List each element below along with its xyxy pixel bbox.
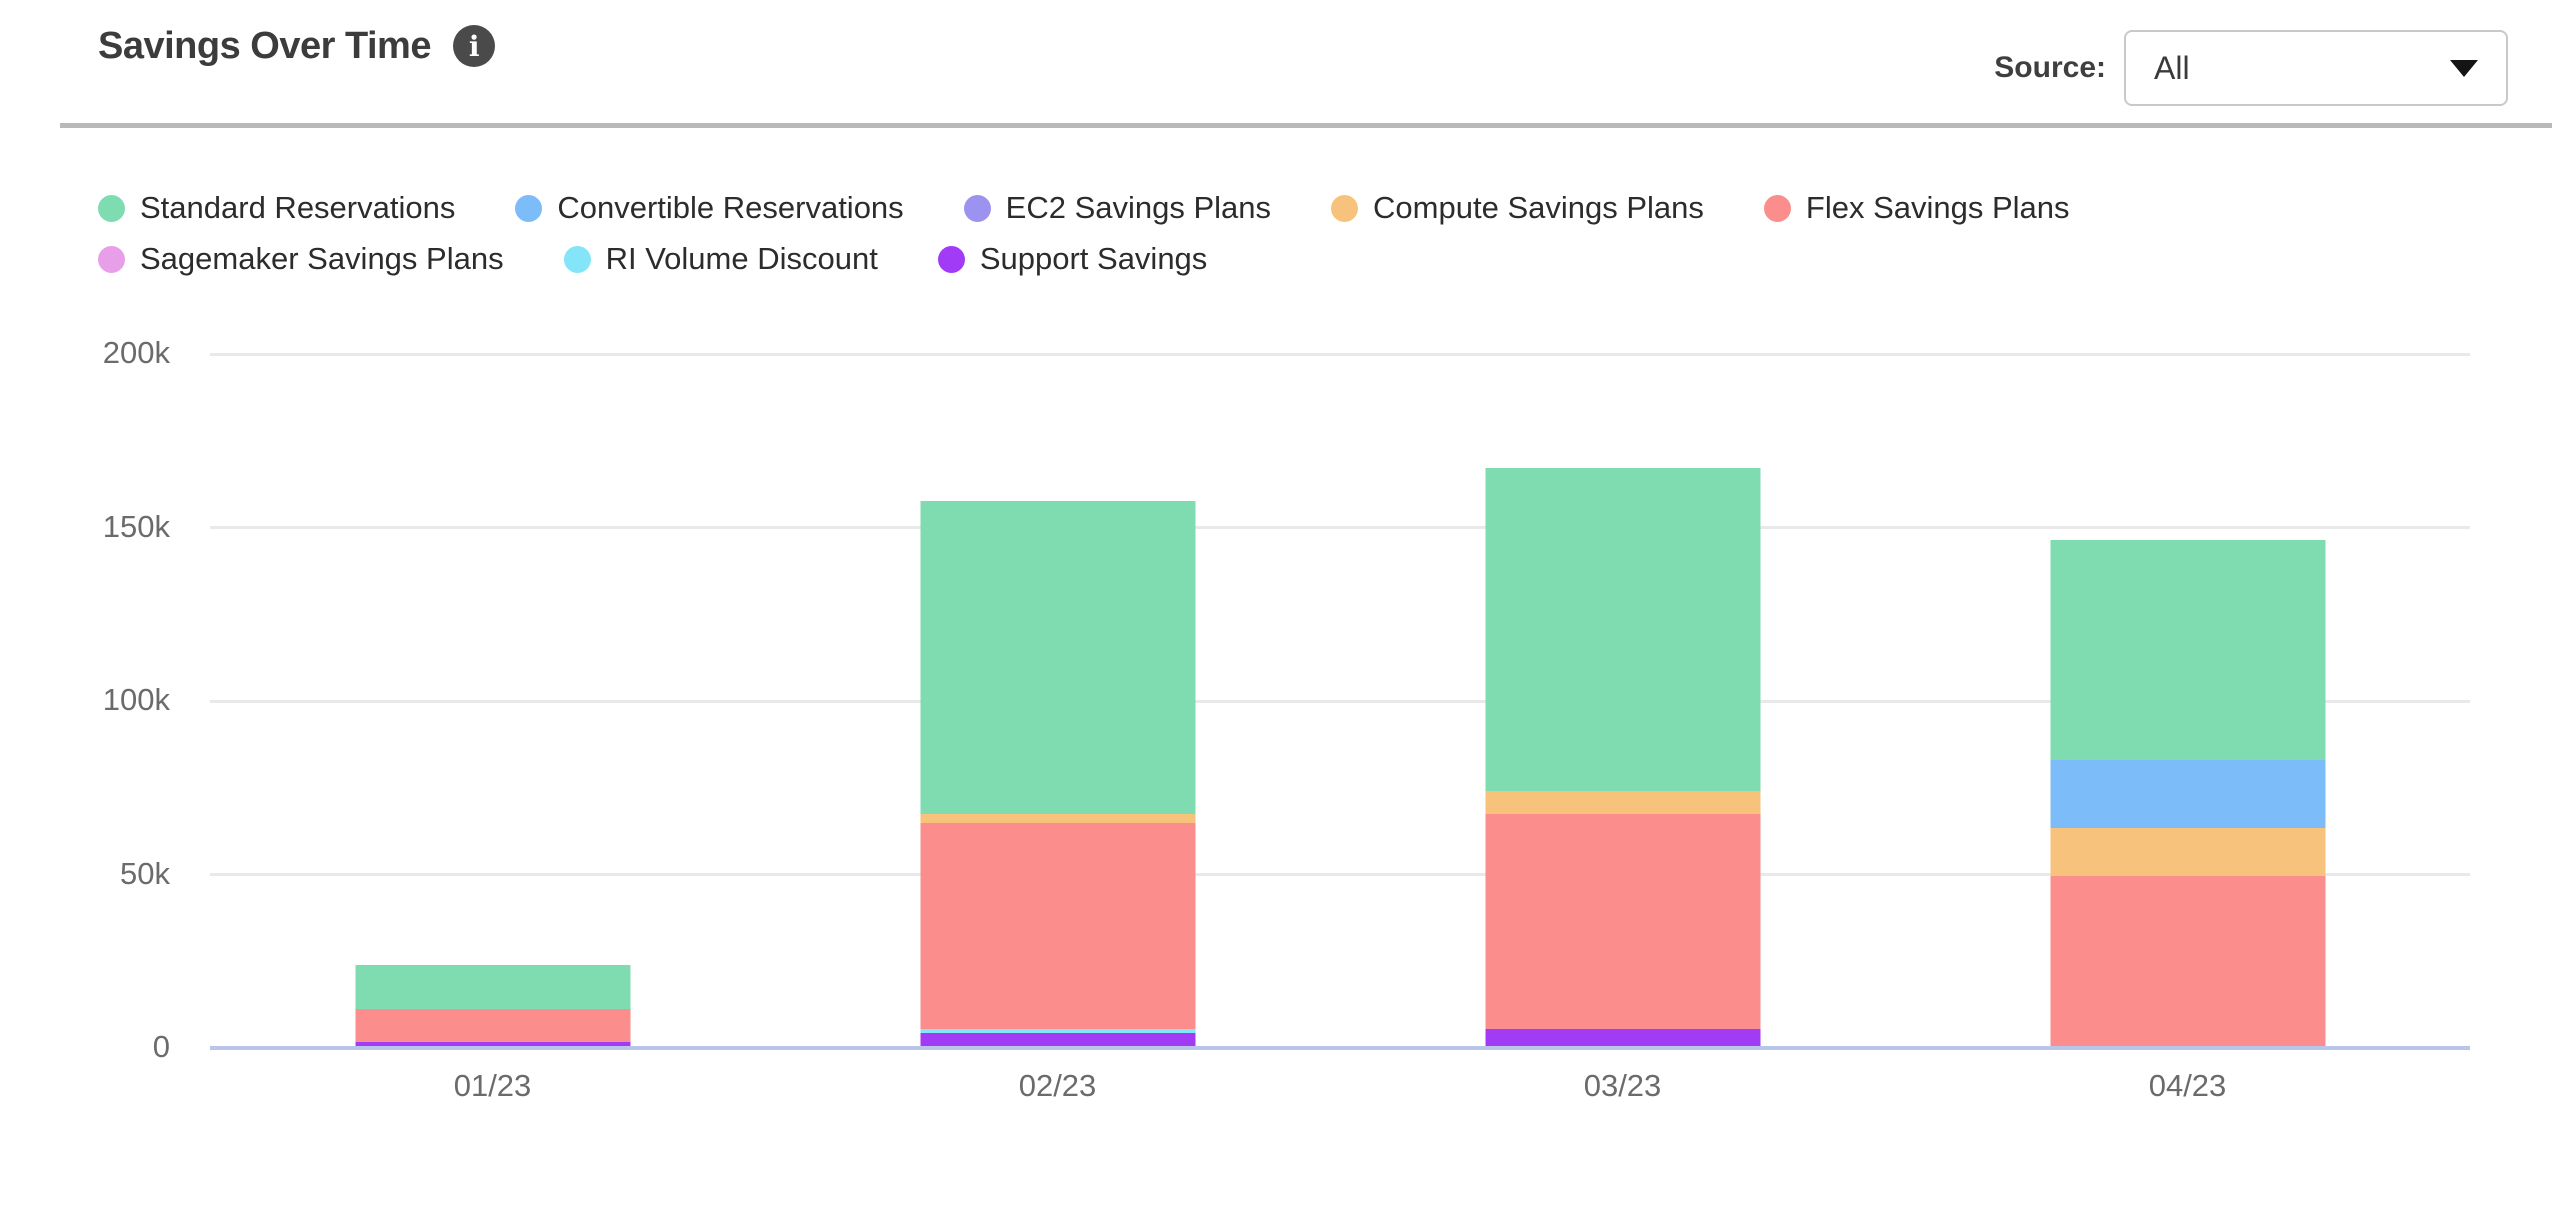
legend-item-sagemaker-savings-plans[interactable]: Sagemaker Savings Plans: [98, 241, 504, 277]
source-filter: Source: All: [1994, 30, 2508, 106]
y-tick-label-0: 0: [152, 1029, 170, 1064]
info-icon[interactable]: i: [452, 25, 495, 67]
gridline-50k: [210, 873, 2470, 876]
source-dropdown[interactable]: All: [2124, 30, 2508, 106]
gridline-150k: [210, 526, 2470, 529]
x-axis-line: [210, 1046, 2470, 1050]
y-tick-label-150k: 150k: [102, 508, 170, 544]
bar-segment-compute-savings-plans-02-23[interactable]: [920, 814, 1195, 824]
bar-02-23[interactable]: [920, 501, 1195, 1048]
bar-04-23[interactable]: [2050, 540, 2325, 1048]
legend-item-ec2-savings-plans[interactable]: EC2 Savings Plans: [963, 190, 1272, 226]
bar-segment-flex-savings-plans-03-23[interactable]: [1485, 814, 1760, 1030]
stacked-bar-chart: 0 50k 100k 150k 200k 01/23 02/23 03/23 04/23: [103, 335, 2470, 1103]
y-tick-label-200k: 200k: [102, 335, 170, 370]
legend-item-convertible-reservations[interactable]: Convertible Reservations: [515, 190, 904, 226]
bar-segment-standard-reservations-03-23[interactable]: [1485, 468, 1760, 792]
x-tick-label-02-23: 02/23: [1018, 1068, 1097, 1103]
bar-segment-ri-volume-discount-02-23[interactable]: [920, 1028, 1195, 1034]
legend-item-compute-savings-plans[interactable]: Compute Savings Plans: [1331, 190, 1704, 226]
bar-segment-support-savings-02-23[interactable]: [920, 1033, 1195, 1048]
legend-dot-convertible-reservations: [515, 194, 543, 222]
legend-dot-compute-savings-plans: [1331, 194, 1359, 222]
legend-item-ri-volume-discount[interactable]: RI Volume Discount: [563, 241, 878, 277]
legend-item-flex-savings-plans[interactable]: Flex Savings Plans: [1763, 190, 2070, 226]
bar-segment-standard-reservations-04-23[interactable]: [2050, 540, 2325, 761]
page-title-text: Savings Over Time: [98, 24, 431, 67]
legend-dot-sagemaker-savings-plans: [98, 245, 125, 273]
bar-segment-compute-savings-plans-03-23[interactable]: [1485, 791, 1760, 815]
chevron-down-icon: [2450, 59, 2478, 77]
legend-label: Sagemaker Savings Plans: [140, 241, 504, 276]
header-divider: [60, 123, 2552, 128]
x-tick-label-01-23: 01/23: [453, 1068, 532, 1103]
legend-dot-flex-savings-plans: [1763, 194, 1791, 222]
chart-legend: Standard Reservations Convertible Reserva…: [98, 190, 2070, 277]
legend-dot-support-savings: [937, 245, 965, 273]
legend-row-2: Sagemaker Savings Plans RI Volume Discoun…: [98, 241, 2070, 277]
legend-label: Convertible Reservations: [557, 190, 904, 225]
source-label: Source:: [1994, 51, 2106, 84]
bar-01-23[interactable]: [355, 964, 630, 1048]
legend-item-standard-reservations[interactable]: Standard Reservations: [98, 190, 455, 226]
bar-segment-flex-savings-plans-02-23[interactable]: [920, 823, 1195, 1029]
x-tick-label-04-23: 04/23: [2148, 1068, 2227, 1103]
legend-row-1: Standard Reservations Convertible Reserva…: [98, 190, 2070, 226]
bar-03-23[interactable]: [1485, 468, 1760, 1048]
bar-segment-flex-savings-plans-01-23[interactable]: [355, 1008, 630, 1043]
source-dropdown-value: All: [2154, 49, 2190, 86]
bar-segment-convertible-reservations-04-23[interactable]: [2050, 760, 2325, 829]
legend-item-support-savings[interactable]: Support Savings: [937, 241, 1208, 277]
legend-dot-standard-reservations: [98, 194, 125, 222]
x-tick-label-03-23: 03/23: [1583, 1068, 1662, 1103]
page-title: Savings Over Time i: [98, 24, 495, 68]
legend-label: EC2 Savings Plans: [1005, 190, 1272, 225]
legend-label: Standard Reservations: [140, 190, 456, 225]
bar-segment-compute-savings-plans-04-23[interactable]: [2050, 828, 2325, 876]
y-tick-label-100k: 100k: [102, 682, 170, 717]
bar-segment-standard-reservations-02-23[interactable]: [920, 501, 1195, 815]
bar-segment-standard-reservations-01-23[interactable]: [355, 964, 630, 1009]
y-tick-label-50k: 50k: [120, 855, 170, 891]
bar-segment-support-savings-01-23[interactable]: [355, 1042, 630, 1048]
legend-label: Compute Savings Plans: [1373, 190, 1704, 225]
gridline-200k: [210, 352, 2470, 356]
legend-label: Support Savings: [979, 241, 1208, 276]
legend-dot-ri-volume-discount: [563, 245, 591, 273]
bar-segment-support-savings-03-23[interactable]: [1485, 1029, 1760, 1048]
legend-label: RI Volume Discount: [605, 241, 878, 276]
legend-dot-ec2-savings-plans: [963, 194, 991, 222]
gridline-100k: [210, 699, 2470, 703]
legend-label: Flex Savings Plans: [1805, 190, 2070, 225]
bar-segment-flex-savings-plans-04-23[interactable]: [2050, 875, 2325, 1048]
